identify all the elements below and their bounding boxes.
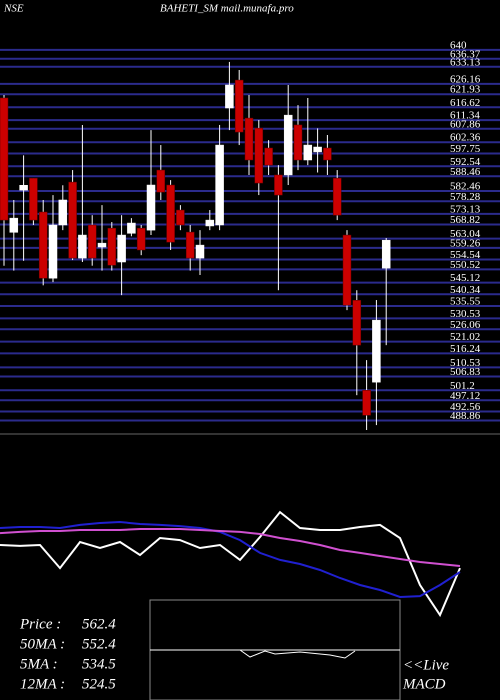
macd-label: MACD bbox=[402, 676, 446, 692]
y-tick-label: 592.54 bbox=[450, 156, 481, 168]
y-tick-label: 540.34 bbox=[450, 284, 481, 296]
y-tick-label: 554.54 bbox=[450, 249, 481, 261]
candle-body bbox=[58, 199, 68, 226]
candle-body bbox=[136, 227, 146, 251]
candle-body bbox=[185, 231, 195, 259]
candle-body bbox=[48, 224, 58, 279]
candle-body bbox=[176, 209, 185, 226]
candle-body bbox=[87, 224, 97, 259]
candle-body bbox=[29, 177, 38, 221]
candle-body bbox=[38, 211, 48, 279]
candle-body bbox=[9, 217, 19, 233]
candle-body bbox=[362, 390, 371, 416]
y-tick-label: 626.16 bbox=[450, 73, 481, 85]
y-tick-label: 568.82 bbox=[450, 214, 480, 226]
y-tick-label: 578.28 bbox=[450, 191, 481, 203]
macd-label: <<Live bbox=[403, 657, 449, 673]
y-tick-label: 501.2 bbox=[450, 380, 475, 392]
candle-body bbox=[372, 319, 381, 383]
y-tick-label: 516.24 bbox=[450, 343, 481, 355]
candle-body bbox=[78, 234, 87, 259]
candle-body bbox=[205, 219, 215, 227]
candle-body bbox=[97, 242, 107, 248]
candle-body bbox=[323, 147, 332, 161]
candle-body bbox=[215, 144, 224, 226]
candle-body bbox=[332, 177, 342, 216]
y-tick-label: 597.75 bbox=[450, 143, 481, 155]
y-tick-label: 611.34 bbox=[450, 110, 480, 122]
y-tick-label: 550.52 bbox=[450, 259, 480, 271]
candle-body bbox=[283, 114, 293, 176]
y-tick-label: 607.86 bbox=[450, 118, 481, 130]
candle-body bbox=[352, 300, 362, 346]
stat-label: Price : bbox=[19, 616, 61, 632]
stat-label: 50MA : bbox=[20, 636, 65, 652]
candle-body bbox=[293, 124, 303, 161]
stat-value: 562.4 bbox=[82, 616, 116, 632]
y-tick-label: 573.13 bbox=[450, 203, 481, 215]
y-tick-label: 633.13 bbox=[450, 56, 481, 68]
exchange: NSE bbox=[3, 3, 24, 15]
y-tick-label: 488.86 bbox=[450, 410, 481, 422]
y-tick-label: 636.37 bbox=[450, 48, 481, 60]
stat-value: 534.5 bbox=[82, 656, 116, 672]
candle-body bbox=[156, 169, 166, 193]
stat-label: 5MA : bbox=[20, 656, 58, 672]
y-tick-label: 526.06 bbox=[450, 319, 481, 331]
y-tick-label: 588.46 bbox=[450, 166, 481, 178]
candle-body bbox=[0, 97, 9, 221]
y-tick-label: 559.26 bbox=[450, 237, 481, 249]
candle-body bbox=[264, 147, 273, 166]
y-tick-label: 621.93 bbox=[450, 84, 481, 96]
candle-body bbox=[107, 227, 117, 266]
candle-body bbox=[274, 174, 283, 196]
candle-body bbox=[342, 234, 352, 306]
candle-body bbox=[225, 84, 234, 109]
y-tick-label: 545.12 bbox=[450, 272, 480, 284]
indicator-line bbox=[0, 520, 461, 599]
candle-body bbox=[127, 222, 136, 234]
y-tick-label: 616.62 bbox=[450, 97, 480, 109]
chart-title: BAHETI_SM mail.munafa.pro bbox=[160, 3, 294, 15]
candle-body bbox=[303, 144, 313, 161]
candle-body bbox=[166, 184, 175, 243]
candle-body bbox=[19, 185, 28, 191]
y-tick-label: 582.46 bbox=[450, 181, 481, 193]
y-tick-label: 602.36 bbox=[450, 132, 481, 144]
indicator-line bbox=[0, 510, 461, 618]
candle-body bbox=[381, 239, 391, 269]
candle-body bbox=[146, 184, 156, 231]
y-tick-label: 640 bbox=[450, 39, 467, 51]
candle-body bbox=[68, 181, 77, 259]
indicator-line bbox=[0, 528, 461, 567]
candle-body bbox=[195, 244, 205, 259]
y-tick-label: 510.53 bbox=[450, 357, 481, 369]
y-tick-label: 535.55 bbox=[450, 296, 481, 308]
y-tick-label: 492.56 bbox=[450, 401, 481, 413]
candle-body bbox=[254, 127, 264, 184]
y-tick-label: 530.53 bbox=[450, 308, 481, 320]
candle-body bbox=[234, 79, 244, 133]
candle-body bbox=[244, 117, 254, 161]
stat-value: 524.5 bbox=[82, 676, 116, 692]
candle-body bbox=[117, 234, 126, 263]
stat-value: 552.4 bbox=[82, 636, 116, 652]
candle-body bbox=[313, 146, 322, 153]
stat-label: 12MA : bbox=[20, 676, 65, 692]
y-tick-label: 521.02 bbox=[450, 331, 480, 343]
macd-histogram bbox=[239, 649, 356, 659]
y-tick-label: 497.12 bbox=[450, 390, 480, 402]
y-tick-label: 563.04 bbox=[450, 228, 481, 240]
y-tick-label: 506.83 bbox=[450, 366, 481, 378]
